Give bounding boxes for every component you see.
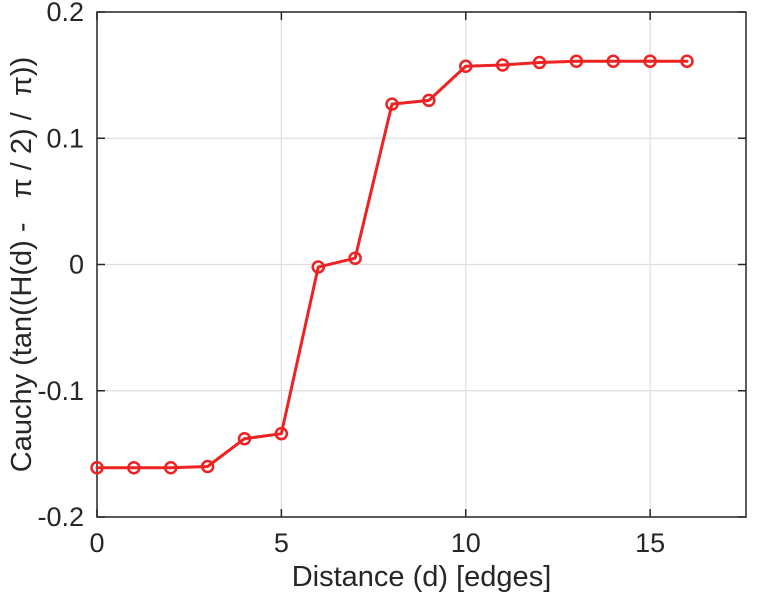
y-tick-label: 0 [69,250,84,280]
data-point [606,54,620,68]
y-tick-label: -0.1 [37,376,84,406]
data-point [237,431,252,446]
y-axis-label: Cauchy (tan((H(d) - π / 2) / π)) [6,57,38,472]
x-tick-label: 15 [635,528,665,558]
data-point [532,55,547,70]
y-tick-label: -0.2 [37,502,84,532]
y-tick-label: 0.1 [46,123,84,153]
data-point [569,54,584,68]
data-point [495,58,510,72]
y-tick-label: 0.2 [46,0,84,27]
x-tick-label: 5 [274,528,289,558]
data-point [422,93,436,108]
data-point [127,461,141,475]
data-point [459,59,473,74]
data-line [95,59,689,470]
data-point [680,54,694,68]
data-point [274,426,289,441]
data-point [311,260,325,274]
data-point [164,461,178,475]
data-point [385,97,399,111]
data-point [90,461,104,475]
x-tick-label: 0 [89,528,104,558]
data-point [643,54,657,68]
x-axis-label: Distance (d) [edges] [292,561,552,593]
data-point [348,251,362,265]
x-tick-label: 10 [451,528,481,558]
data-point [200,459,215,474]
